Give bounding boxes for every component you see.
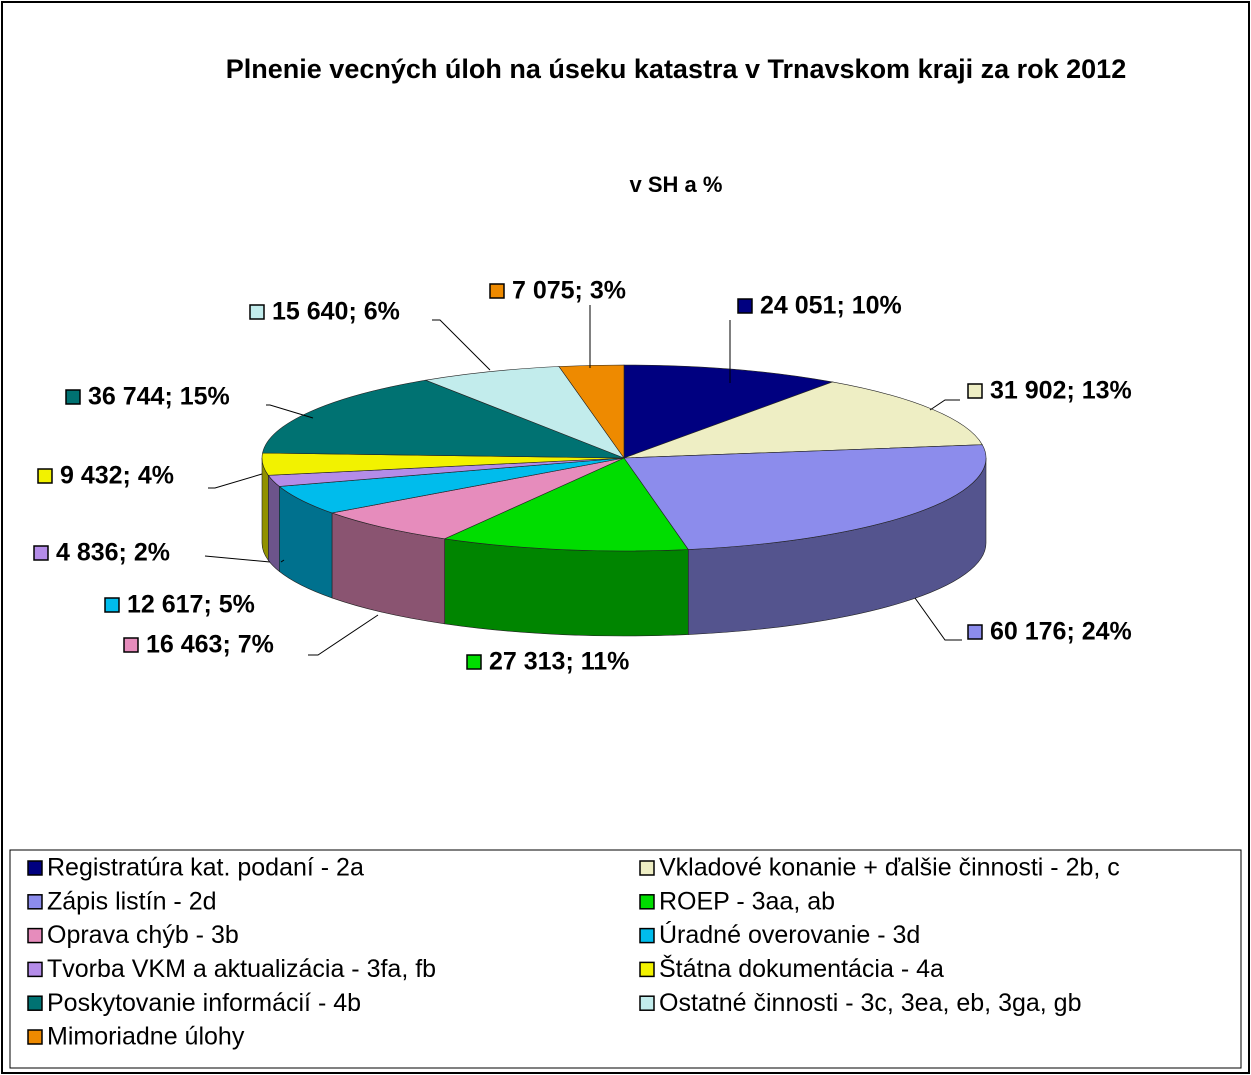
leader-line <box>208 473 263 489</box>
legend-swatch <box>639 927 655 944</box>
legend-swatch <box>27 927 43 944</box>
leader-line <box>432 319 491 371</box>
data-label: 15 640; 6% <box>272 298 400 326</box>
slice <box>424 366 625 459</box>
label-swatch <box>466 654 482 670</box>
legend-label: Ostatné činnosti - 3c, 3ea, eb, 3ga, gb <box>659 989 1082 1017</box>
slice <box>443 457 689 552</box>
legend-label: Poskytovanie informácií - 4b <box>47 989 361 1017</box>
chart-title: Plnenie vecných úloh na úseku katastra v… <box>225 54 1127 84</box>
leader-line <box>929 399 960 411</box>
leader-line <box>204 555 271 563</box>
label-swatch <box>249 304 265 320</box>
legend-swatch <box>639 961 655 978</box>
label-swatch <box>104 597 120 613</box>
legend-label: ROEP - 3aa, ab <box>659 887 835 915</box>
label-swatch <box>967 624 983 640</box>
data-label: 12 617; 5% <box>127 591 255 619</box>
label-swatch <box>967 383 983 399</box>
slice-side <box>444 538 689 637</box>
legend-label: Registratúra kat. podaní - 2a <box>47 854 364 882</box>
data-label: 4 836; 2% <box>56 539 170 567</box>
slice <box>262 379 625 459</box>
legend-swatch <box>27 961 43 978</box>
label-swatch <box>489 283 505 299</box>
leader-line <box>280 559 285 563</box>
legend-box <box>9 849 1242 1069</box>
label-swatch <box>123 637 139 653</box>
label-swatch <box>65 389 81 405</box>
data-label: 7 075; 3% <box>512 277 626 305</box>
data-label: 9 432; 4% <box>60 462 174 490</box>
legend-swatch <box>639 894 655 910</box>
slice <box>558 364 625 459</box>
leader-line <box>266 404 314 419</box>
label-swatch <box>737 298 753 314</box>
data-label: 31 902; 13% <box>990 377 1132 405</box>
legend-swatch <box>27 894 43 910</box>
legend-label: Zápis listín - 2d <box>47 887 217 915</box>
data-label: 27 313; 11% <box>489 648 629 676</box>
legend-swatch <box>27 860 43 876</box>
label-swatch <box>33 545 49 561</box>
legend-swatch <box>639 860 655 876</box>
legend-label: Štátna dokumentácia - 4a <box>659 954 944 983</box>
legend-label: Oprava chýb - 3b <box>47 921 239 949</box>
legend-label: Vkladové konanie + ďalšie činnosti - 2b,… <box>659 854 1120 882</box>
legend-label: Tvorba VKM a aktualizácia - 3fa, fb <box>47 955 436 983</box>
data-label: 24 051; 10% <box>760 292 902 320</box>
slice-side <box>268 474 280 573</box>
data-label: 16 463; 7% <box>146 631 274 659</box>
slice <box>623 364 834 459</box>
leader-line <box>308 614 379 656</box>
legend-swatch <box>27 995 43 1011</box>
leader-line <box>914 597 962 641</box>
label-swatch <box>37 468 53 484</box>
legend-swatch <box>639 995 655 1011</box>
data-label: 36 744; 15% <box>88 383 230 411</box>
chart-subtitle: v SH a % <box>629 172 723 197</box>
legend-label: Mimoriadne úlohy <box>47 1023 245 1051</box>
legend-label: Úradné overovanie - 3d <box>659 920 920 949</box>
slice <box>623 444 987 550</box>
slice <box>330 457 625 540</box>
slice <box>623 381 983 459</box>
legend-swatch <box>27 1029 43 1045</box>
data-label: 60 176; 24% <box>990 618 1132 646</box>
